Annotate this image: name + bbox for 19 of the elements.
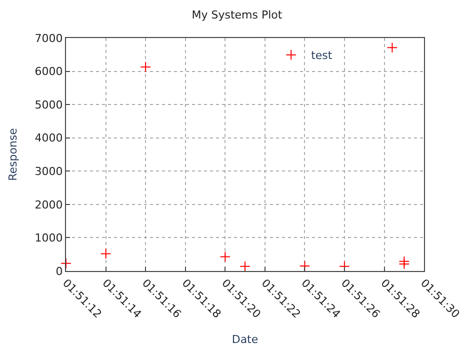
point xyxy=(240,260,250,272)
point xyxy=(386,42,398,54)
legend-label: test xyxy=(311,49,333,62)
y-tick-label: 5000 xyxy=(34,98,63,112)
point xyxy=(60,258,72,269)
y-tick-label: 6000 xyxy=(34,65,63,78)
y-tick-label: 2000 xyxy=(34,198,63,212)
y-axis-title: Response xyxy=(6,128,20,181)
y-tick-label: 7000 xyxy=(34,32,63,45)
point xyxy=(140,62,151,72)
point xyxy=(100,248,112,260)
point xyxy=(220,251,231,262)
point xyxy=(398,258,410,270)
y-tick-label: 0 xyxy=(56,264,63,278)
y-tick-label: 4000 xyxy=(34,132,63,145)
chart-title: My Systems Plot xyxy=(192,8,283,22)
y-tick-label: 1000 xyxy=(34,232,63,245)
x-axis-title: Date xyxy=(232,332,258,346)
y-tick-label: 3000 xyxy=(34,164,63,178)
